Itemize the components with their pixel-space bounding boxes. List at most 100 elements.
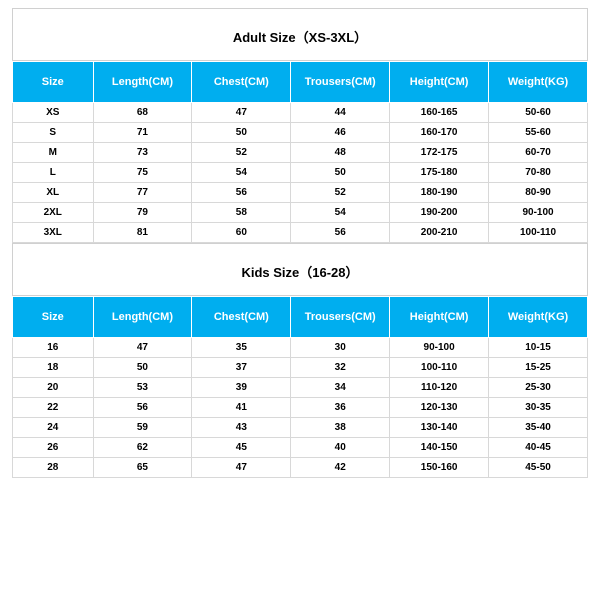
cell: 175-180 — [390, 163, 489, 183]
cell: 58 — [192, 203, 291, 223]
table-row: 28654742150-16045-50 — [13, 458, 588, 478]
cell: 32 — [291, 358, 390, 378]
cell: 53 — [93, 378, 192, 398]
cell: 48 — [291, 143, 390, 163]
table-row: 3XL816056200-210100-110 — [13, 223, 588, 243]
table-row: 18503732100-11015-25 — [13, 358, 588, 378]
table-row: 26624540140-15040-45 — [13, 438, 588, 458]
cell: 16 — [13, 338, 94, 358]
cell: 172-175 — [390, 143, 489, 163]
cell: 41 — [192, 398, 291, 418]
cell: 81 — [93, 223, 192, 243]
table-row: 1647353090-10010-15 — [13, 338, 588, 358]
cell: 90-100 — [489, 203, 588, 223]
cell: 10-15 — [489, 338, 588, 358]
col-length: Length(CM) — [93, 297, 192, 338]
cell: 100-110 — [489, 223, 588, 243]
cell: 77 — [93, 183, 192, 203]
cell: 59 — [93, 418, 192, 438]
cell: 22 — [13, 398, 94, 418]
kids-section-title: Kids Size（16-28） — [12, 243, 588, 296]
cell: 180-190 — [390, 183, 489, 203]
cell: 110-120 — [390, 378, 489, 398]
kids-header-row: Size Length(CM) Chest(CM) Trousers(CM) H… — [13, 297, 588, 338]
cell: 2XL — [13, 203, 94, 223]
table-row: 22564136120-13030-35 — [13, 398, 588, 418]
cell: XS — [13, 103, 94, 123]
col-weight: Weight(KG) — [489, 62, 588, 103]
cell: 79 — [93, 203, 192, 223]
col-trousers: Trousers(CM) — [291, 62, 390, 103]
cell: 120-130 — [390, 398, 489, 418]
cell: 100-110 — [390, 358, 489, 378]
cell: L — [13, 163, 94, 183]
cell: 52 — [291, 183, 390, 203]
cell: 47 — [192, 103, 291, 123]
cell: 65 — [93, 458, 192, 478]
adult-section-title: Adult Size（XS-3XL） — [12, 8, 588, 61]
cell: 38 — [291, 418, 390, 438]
cell: 45 — [192, 438, 291, 458]
cell: 160-165 — [390, 103, 489, 123]
table-row: 20533934110-12025-30 — [13, 378, 588, 398]
cell: 15-25 — [489, 358, 588, 378]
col-height: Height(CM) — [390, 62, 489, 103]
cell: 150-160 — [390, 458, 489, 478]
col-trousers: Trousers(CM) — [291, 297, 390, 338]
cell: XL — [13, 183, 94, 203]
cell: M — [13, 143, 94, 163]
cell: 75 — [93, 163, 192, 183]
cell: 56 — [93, 398, 192, 418]
cell: 90-100 — [390, 338, 489, 358]
cell: S — [13, 123, 94, 143]
kids-tbody: 1647353090-10010-15 18503732100-11015-25… — [13, 338, 588, 478]
cell: 46 — [291, 123, 390, 143]
cell: 56 — [192, 183, 291, 203]
col-size: Size — [13, 297, 94, 338]
cell: 30 — [291, 338, 390, 358]
cell: 3XL — [13, 223, 94, 243]
cell: 35-40 — [489, 418, 588, 438]
table-row: XL775652180-19080-90 — [13, 183, 588, 203]
cell: 40-45 — [489, 438, 588, 458]
table-row: S715046160-17055-60 — [13, 123, 588, 143]
cell: 24 — [13, 418, 94, 438]
cell: 35 — [192, 338, 291, 358]
cell: 68 — [93, 103, 192, 123]
col-height: Height(CM) — [390, 297, 489, 338]
cell: 140-150 — [390, 438, 489, 458]
cell: 34 — [291, 378, 390, 398]
cell: 70-80 — [489, 163, 588, 183]
cell: 60 — [192, 223, 291, 243]
cell: 60-70 — [489, 143, 588, 163]
cell: 73 — [93, 143, 192, 163]
cell: 71 — [93, 123, 192, 143]
cell: 20 — [13, 378, 94, 398]
cell: 25-30 — [489, 378, 588, 398]
table-row: XS684744160-16550-60 — [13, 103, 588, 123]
table-row: 2XL795854190-20090-100 — [13, 203, 588, 223]
cell: 45-50 — [489, 458, 588, 478]
adult-size-table: Size Length(CM) Chest(CM) Trousers(CM) H… — [12, 61, 588, 243]
col-length: Length(CM) — [93, 62, 192, 103]
cell: 37 — [192, 358, 291, 378]
cell: 47 — [93, 338, 192, 358]
table-row: M735248172-17560-70 — [13, 143, 588, 163]
size-chart-container: Adult Size（XS-3XL） Size Length(CM) Chest… — [0, 0, 600, 486]
col-size: Size — [13, 62, 94, 103]
cell: 42 — [291, 458, 390, 478]
col-chest: Chest(CM) — [192, 62, 291, 103]
cell: 39 — [192, 378, 291, 398]
col-chest: Chest(CM) — [192, 297, 291, 338]
cell: 55-60 — [489, 123, 588, 143]
cell: 56 — [291, 223, 390, 243]
cell: 28 — [13, 458, 94, 478]
adult-header-row: Size Length(CM) Chest(CM) Trousers(CM) H… — [13, 62, 588, 103]
cell: 190-200 — [390, 203, 489, 223]
cell: 54 — [192, 163, 291, 183]
cell: 40 — [291, 438, 390, 458]
cell: 44 — [291, 103, 390, 123]
cell: 50 — [93, 358, 192, 378]
cell: 43 — [192, 418, 291, 438]
cell: 50 — [192, 123, 291, 143]
